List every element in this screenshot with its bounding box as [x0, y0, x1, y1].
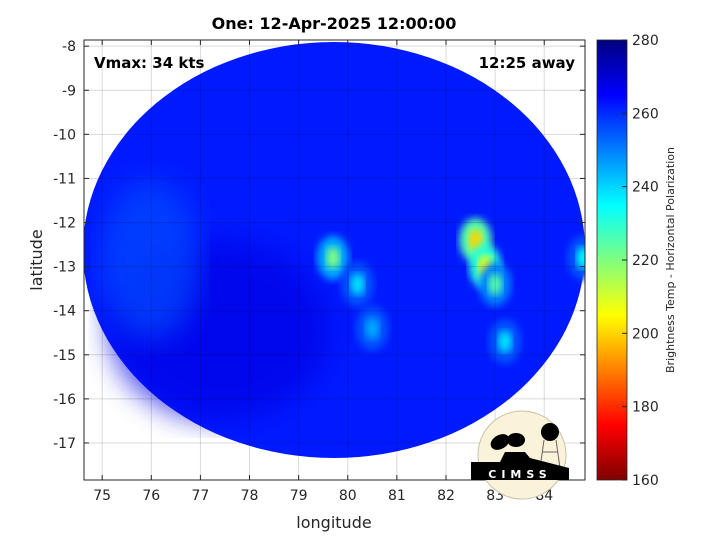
- convective-cell: [497, 330, 512, 353]
- colorbar-label: Brightness Temp - Horizontal Polarizatio…: [664, 147, 677, 373]
- colorbar-tick-label: 280: [632, 33, 659, 49]
- cimss-logo: CIMSS: [471, 410, 569, 500]
- x-tick-label: 78: [241, 488, 259, 504]
- y-tick-label: -9: [62, 83, 76, 99]
- y-tick-label: -11: [53, 171, 76, 187]
- convective-cell: [576, 246, 585, 269]
- plot-frame: [83, 39, 586, 481]
- warm-region: [100, 180, 200, 340]
- colorbar-tick-label: 240: [632, 180, 659, 196]
- y-tick-label: -10: [53, 127, 76, 143]
- time-away-annotation: 12:25 away: [479, 54, 576, 72]
- convective-cell: [488, 273, 503, 296]
- x-tick-label: 79: [290, 488, 308, 504]
- x-axis-label: longitude: [296, 513, 371, 532]
- swath-ellipse: [84, 42, 585, 458]
- y-tick-label: -14: [53, 304, 76, 320]
- y-tick-label: -8: [62, 39, 76, 55]
- x-tick-label: 77: [191, 488, 209, 504]
- x-tick-label: 82: [437, 488, 455, 504]
- chart-title: One: 12-Apr-2025 12:00:00: [212, 14, 457, 33]
- colorbar-tick-label: 260: [632, 106, 659, 122]
- convective-cell-halo: [567, 235, 585, 280]
- x-tick-label: 80: [339, 488, 357, 504]
- y-tick-label: -15: [53, 348, 76, 364]
- y-axis-label: latitude: [27, 229, 46, 290]
- y-tick-label: -17: [53, 436, 76, 452]
- x-tick-label: 81: [388, 488, 406, 504]
- convective-cell: [365, 317, 380, 340]
- colorbar-tick-label: 180: [632, 400, 659, 416]
- grid: [84, 40, 585, 480]
- colorbar-tick-label: 220: [632, 253, 659, 269]
- colorbar-tick-label: 200: [632, 326, 659, 342]
- y-tick-label: -16: [53, 392, 76, 408]
- convective-cell: [326, 246, 341, 269]
- y-tick-label: -13: [53, 260, 76, 276]
- convective-cell: [468, 229, 483, 252]
- x-tick-label: 75: [93, 488, 111, 504]
- vmax-annotation: Vmax: 34 kts: [94, 54, 204, 72]
- logo-text: CIMSS: [488, 468, 551, 481]
- y-tick-label: -12: [53, 216, 76, 232]
- x-tick-label: 76: [142, 488, 160, 504]
- convective-cell: [350, 273, 365, 296]
- colorbar-tick-label: 160: [632, 473, 659, 489]
